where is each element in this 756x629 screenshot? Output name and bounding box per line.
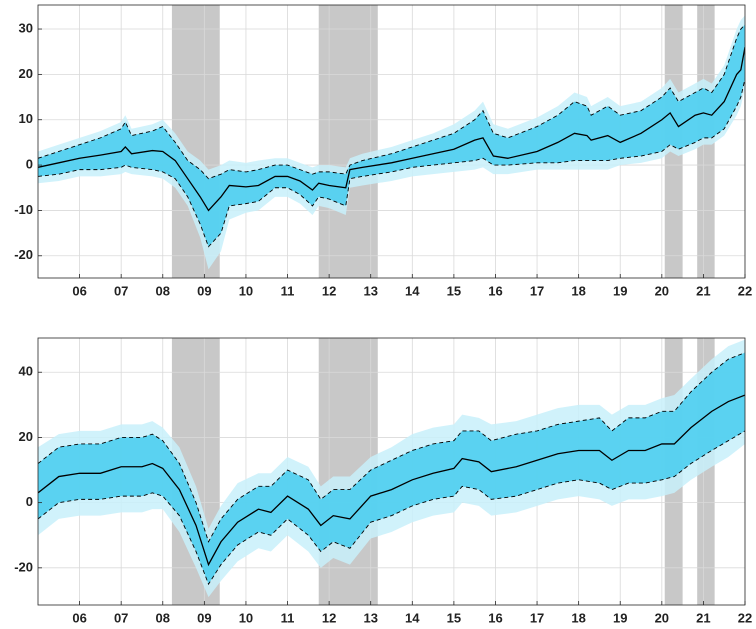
y-tick-label: 40 — [19, 364, 33, 379]
x-tick-label: 18 — [571, 610, 585, 625]
y-tick-label: 0 — [26, 157, 33, 172]
x-tick-label: 07 — [114, 283, 128, 298]
x-tick-label: 12 — [322, 610, 336, 625]
plot-area — [38, 338, 745, 605]
x-tick-label: 08 — [156, 610, 170, 625]
y-tick-label: 20 — [19, 66, 33, 81]
x-tick-label: 16 — [488, 283, 502, 298]
x-tick-label: 10 — [239, 610, 253, 625]
x-tick-label: 09 — [197, 283, 211, 298]
band-bound-line — [38, 24, 745, 180]
y-tick-label: 0 — [26, 494, 33, 509]
x-tick-label: 20 — [655, 283, 669, 298]
y-tick-label: 20 — [19, 429, 33, 444]
fan-band — [38, 352, 745, 585]
x-tick-label: 21 — [696, 610, 710, 625]
y-tick-label: -10 — [14, 202, 33, 217]
y-tick-label: -20 — [14, 559, 33, 574]
shaded-region — [318, 5, 378, 278]
x-tick-label: 15 — [447, 610, 461, 625]
fan-band — [38, 24, 745, 247]
x-tick-label: 19 — [613, 610, 627, 625]
band-bound-line — [38, 78, 745, 248]
x-tick-label: 20 — [655, 610, 669, 625]
x-tick-label: 06 — [72, 283, 86, 298]
x-tick-label: 07 — [114, 610, 128, 625]
axes-frame — [37, 4, 746, 279]
x-tick-label: 10 — [239, 283, 253, 298]
y-tick-label: 30 — [19, 20, 33, 35]
y-tick-label: -20 — [14, 247, 33, 262]
x-tick-label: 17 — [530, 610, 544, 625]
x-tick-label: 14 — [405, 610, 420, 625]
axes-frame — [37, 337, 746, 606]
median-line — [38, 47, 745, 212]
x-tick-label: 13 — [363, 283, 377, 298]
x-tick-label: 11 — [281, 610, 295, 625]
x-tick-label: 08 — [156, 283, 170, 298]
x-tick-label: 17 — [530, 283, 544, 298]
y-tick-label: 10 — [19, 111, 33, 126]
band-bound-line — [38, 352, 745, 543]
x-tick-label: 13 — [363, 610, 377, 625]
x-tick-label: 16 — [488, 610, 502, 625]
x-tick-label: 19 — [613, 283, 627, 298]
x-tick-label: 14 — [405, 283, 420, 298]
x-tick-label: 18 — [571, 283, 585, 298]
median-line — [38, 394, 745, 567]
plot-area — [38, 5, 745, 278]
x-tick-label: 11 — [281, 283, 295, 298]
x-tick-label: 21 — [696, 283, 710, 298]
x-tick-label: 09 — [197, 610, 211, 625]
x-tick-label: 12 — [322, 283, 336, 298]
x-tick-label: 06 — [72, 610, 86, 625]
x-tick-label: 22 — [738, 610, 752, 625]
x-tick-label: 22 — [738, 283, 752, 298]
x-tick-label: 15 — [447, 283, 461, 298]
